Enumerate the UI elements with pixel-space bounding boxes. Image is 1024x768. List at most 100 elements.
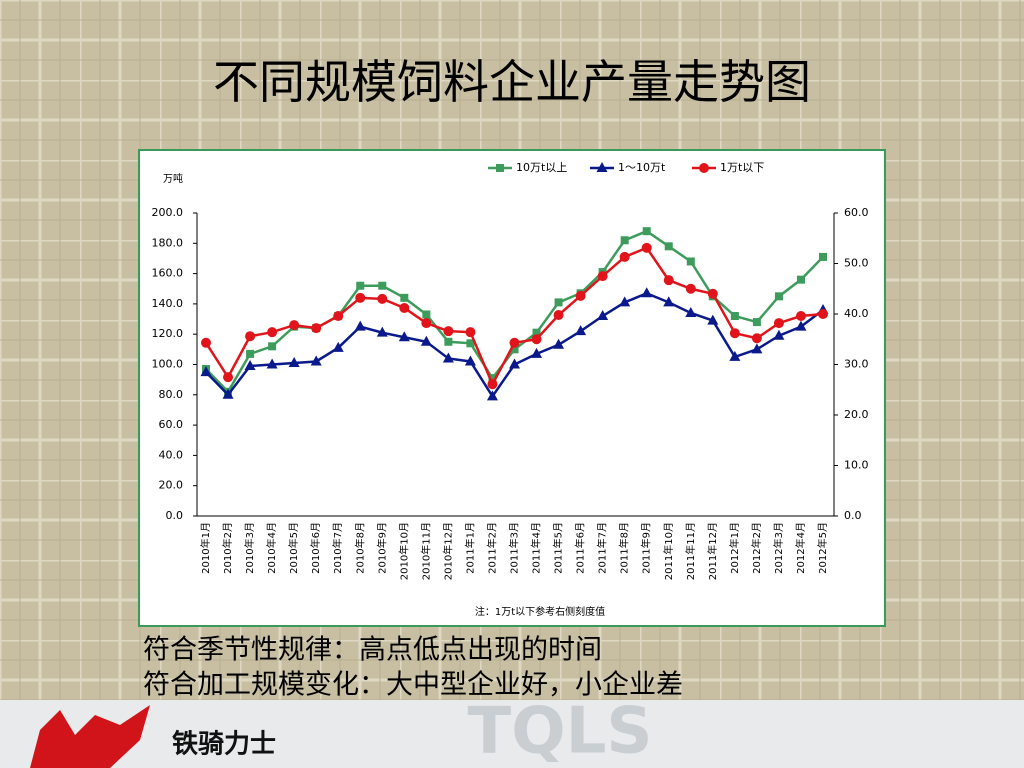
marker xyxy=(509,337,520,348)
y-tick-label: 80.0 xyxy=(159,388,184,401)
x-tick-label: 2012年4月 xyxy=(794,522,807,574)
banner xyxy=(0,700,1024,768)
x-tick-label: 2011年8月 xyxy=(618,522,631,574)
marker xyxy=(510,345,519,354)
marker xyxy=(464,355,476,366)
x-tick-label: 2010年11月 xyxy=(419,522,432,580)
marker xyxy=(222,388,234,399)
marker xyxy=(420,335,432,346)
legend-marker xyxy=(496,164,504,172)
marker xyxy=(553,338,565,349)
marker xyxy=(641,242,652,253)
slide-title: 不同规模饲料企业产量走势图 xyxy=(213,55,811,109)
x-tick-label: 2010年10月 xyxy=(397,522,410,580)
marker xyxy=(729,350,741,361)
x-tick-label: 2010年5月 xyxy=(287,522,300,574)
watermark: TQLS xyxy=(468,695,653,768)
y-tick-label: 100.0 xyxy=(152,358,184,371)
marker xyxy=(773,329,785,340)
marker xyxy=(597,310,609,321)
marker xyxy=(575,290,586,301)
marker xyxy=(597,271,608,282)
marker xyxy=(642,227,651,236)
y2-tick-label: 10.0 xyxy=(844,459,869,472)
marker xyxy=(376,326,388,337)
y2-tick-label: 0.0 xyxy=(844,509,862,522)
marker xyxy=(400,293,409,302)
marker xyxy=(729,328,740,339)
x-tick-label: 2012年1月 xyxy=(728,522,741,574)
y2-tick-label: 30.0 xyxy=(844,358,869,371)
legend-label: 1万t以下 xyxy=(720,161,764,174)
marker xyxy=(289,320,300,331)
marker xyxy=(795,320,807,331)
marker xyxy=(488,374,497,383)
marker xyxy=(487,379,498,390)
marker xyxy=(553,310,564,321)
y-unit: 万吨 xyxy=(163,172,183,185)
footnote: 注：1万t以下参考右侧刻度值 xyxy=(475,605,605,618)
marker xyxy=(664,242,673,251)
marker xyxy=(201,337,211,348)
marker xyxy=(442,352,454,363)
y-tick-label: 120.0 xyxy=(152,327,184,340)
marker xyxy=(333,311,344,322)
marker xyxy=(246,349,255,358)
marker xyxy=(223,372,234,383)
marker xyxy=(443,326,454,337)
x-tick-label: 2011年5月 xyxy=(552,522,565,574)
y-tick-label: 140.0 xyxy=(152,297,184,310)
y2-tick-label: 40.0 xyxy=(844,307,869,320)
marker xyxy=(686,257,695,266)
marker xyxy=(310,355,322,366)
marker xyxy=(641,287,653,298)
marker xyxy=(774,292,783,301)
marker xyxy=(377,293,388,304)
marker xyxy=(288,356,300,367)
marker xyxy=(818,309,828,319)
legend-marker xyxy=(699,163,709,173)
marker xyxy=(554,298,563,307)
x-tick-label: 2011年6月 xyxy=(574,522,587,574)
marker xyxy=(620,236,629,245)
legend-label: 10万t以上 xyxy=(516,161,567,174)
x-tick-label: 2011年9月 xyxy=(640,522,653,574)
y-tick-label: 60.0 xyxy=(159,418,184,431)
marker xyxy=(200,366,212,377)
marker xyxy=(356,281,365,290)
marker xyxy=(245,331,256,342)
marker xyxy=(531,334,542,345)
marker xyxy=(751,343,763,354)
marker xyxy=(465,327,476,338)
y-tick-label: 200.0 xyxy=(152,206,184,219)
y-tick-label: 20.0 xyxy=(159,479,184,492)
x-tick-label: 2010年4月 xyxy=(265,522,278,574)
x-tick-label: 2010年7月 xyxy=(331,522,344,574)
x-tick-label: 2010年2月 xyxy=(221,522,234,574)
marker xyxy=(796,275,805,284)
x-tick-label: 2010年9月 xyxy=(375,522,388,574)
note: 符合加工规模变化：大中型企业好，小企业差 xyxy=(143,670,683,701)
x-tick-label: 2011年11月 xyxy=(684,522,697,580)
marker xyxy=(355,292,366,303)
marker xyxy=(354,320,366,331)
x-tick-label: 2010年1月 xyxy=(199,522,212,574)
marker xyxy=(773,318,784,329)
x-tick-label: 2010年6月 xyxy=(309,522,322,574)
marker xyxy=(421,318,432,329)
marker xyxy=(619,296,631,307)
x-tick-label: 2011年10月 xyxy=(662,522,675,580)
marker xyxy=(311,323,322,334)
x-tick-label: 2010年8月 xyxy=(353,522,366,574)
x-tick-label: 2010年3月 xyxy=(243,522,256,574)
marker xyxy=(466,339,475,348)
marker xyxy=(332,341,344,352)
y-tick-label: 40.0 xyxy=(159,448,184,461)
marker xyxy=(267,327,278,338)
marker xyxy=(266,358,278,369)
x-tick-label: 2010年12月 xyxy=(441,522,454,580)
marker xyxy=(685,306,697,317)
note: 符合季节性规律：高点低点出现的时间 xyxy=(143,635,602,666)
plot: 0.0 20.0 40.0 60.0 80.0 100.0 120.0 140.0 160.0 1… xyxy=(152,161,869,580)
